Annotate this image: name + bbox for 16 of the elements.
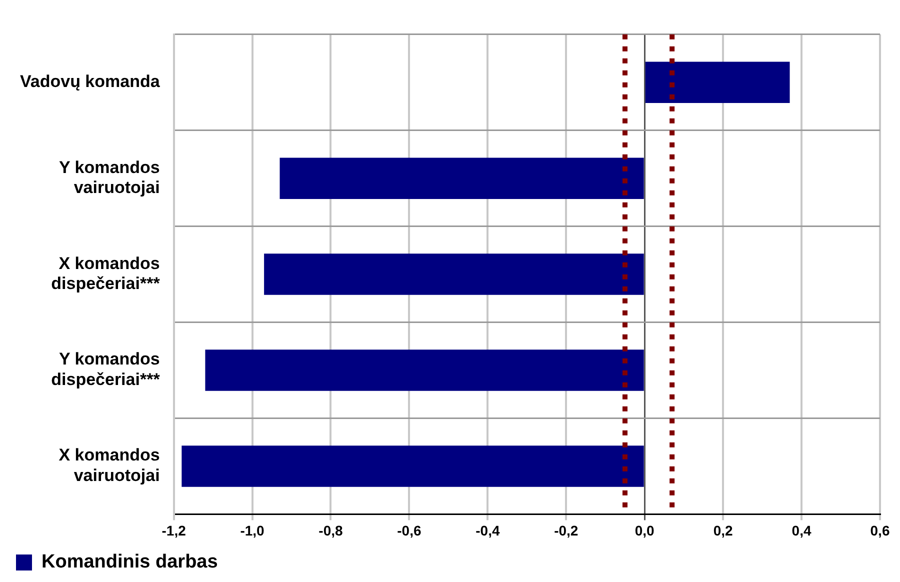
x-tick-label: 0,4 [792, 522, 812, 538]
x-tick-label: 0,2 [713, 522, 734, 538]
y-tick-label: X komandos vairuotojai [58, 446, 160, 486]
x-tick-label: -1,2 [162, 522, 186, 538]
x-tick-label: -0,4 [476, 522, 500, 538]
x-tick-label: -0,2 [554, 522, 578, 538]
y-tick-label: X komandos dispečeriai*** [51, 254, 160, 294]
x-tick-label: 0,6 [870, 522, 890, 538]
x-tick-label: 0,0 [634, 522, 655, 538]
legend-label: Komandinis darbas [42, 552, 218, 573]
x-tick-label: -0,6 [397, 522, 422, 538]
y-tick-label: Y komandos vairuotojai [59, 158, 160, 198]
y-tick-label: Vadovų komanda [20, 72, 160, 92]
x-tick-label: -0,8 [318, 522, 344, 538]
y-tick-label: Y komandos dispečeriai*** [51, 350, 160, 390]
x-tick-label: -1,0 [240, 522, 265, 538]
